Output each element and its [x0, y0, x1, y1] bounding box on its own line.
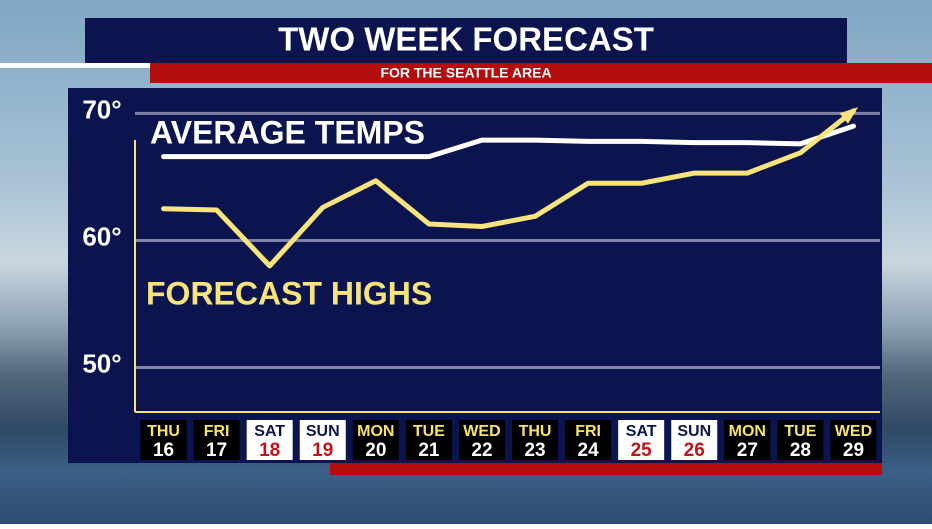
day-box: [352, 420, 399, 460]
x-tick-date: 17: [206, 440, 227, 461]
day-box: [724, 420, 771, 460]
x-tick-date: 24: [578, 440, 600, 461]
day-box: [299, 420, 346, 460]
day-box: [671, 420, 718, 460]
x-tick-label: SUN: [677, 423, 711, 440]
day-box: [565, 420, 612, 460]
x-tick-label: WED: [835, 423, 872, 440]
x-tick-label: FRI: [575, 423, 601, 440]
y-tick-label: 50°: [82, 348, 121, 378]
day-box: [246, 420, 293, 460]
x-tick-label: WED: [463, 423, 500, 440]
day-box: [458, 420, 505, 460]
series-line: [161, 108, 856, 269]
x-tick-date: 28: [790, 440, 811, 461]
x-tick-date: 23: [524, 440, 545, 461]
day-box: [830, 420, 877, 460]
x-tick-label: MON: [357, 423, 394, 440]
day-box: [618, 420, 665, 460]
title-rule: [0, 63, 150, 68]
x-tick-label: SUN: [306, 423, 340, 440]
x-tick-date: 22: [471, 440, 492, 461]
x-tick-label: TUE: [784, 423, 816, 440]
x-tick-date: 25: [631, 440, 653, 461]
chart-subtitle: FOR THE SEATTLE AREA: [380, 65, 551, 81]
day-box: [777, 420, 824, 460]
x-tick-date: 18: [259, 440, 280, 461]
x-tick-date: 19: [312, 440, 333, 461]
day-box: [193, 420, 240, 460]
x-tick-label: MON: [729, 423, 766, 440]
x-tick-label: SAT: [626, 423, 657, 440]
x-tick-label: THU: [147, 423, 180, 440]
x-tick-label: SAT: [254, 423, 285, 440]
x-tick-date: 27: [737, 440, 758, 461]
x-tick-label: THU: [519, 423, 552, 440]
panel-rule: [330, 463, 882, 475]
legend-label: AVERAGE TEMPS: [150, 114, 425, 150]
x-tick-date: 29: [843, 440, 864, 461]
y-tick-label: 70°: [82, 94, 121, 124]
x-tick-label: TUE: [413, 423, 445, 440]
arrow-head: [839, 107, 859, 124]
day-box: [140, 420, 187, 460]
chart-panel: [68, 88, 882, 463]
x-tick-date: 16: [153, 440, 174, 461]
title-box: [85, 18, 847, 63]
series-line: [161, 123, 856, 160]
chart-title: TWO WEEK FORECAST: [278, 21, 654, 58]
x-tick-label: FRI: [204, 423, 230, 440]
legend-label: FORECAST HIGHS: [146, 275, 432, 311]
subtitle-box: [150, 63, 932, 83]
day-box: [405, 420, 452, 460]
x-tick-date: 20: [365, 440, 386, 461]
day-box: [512, 420, 559, 460]
y-tick-label: 60°: [82, 221, 121, 251]
x-tick-date: 26: [684, 440, 705, 461]
x-tick-date: 21: [418, 440, 440, 461]
